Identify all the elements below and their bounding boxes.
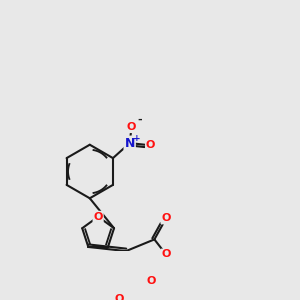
Text: -: - — [137, 115, 142, 125]
Text: O: O — [146, 140, 155, 150]
Text: O: O — [161, 214, 171, 224]
Text: O: O — [161, 250, 171, 260]
Text: +: + — [133, 134, 141, 142]
Text: O: O — [146, 276, 156, 286]
Text: O: O — [115, 294, 124, 300]
Text: N: N — [124, 136, 135, 150]
Text: O: O — [127, 122, 136, 132]
Text: O: O — [93, 212, 103, 222]
